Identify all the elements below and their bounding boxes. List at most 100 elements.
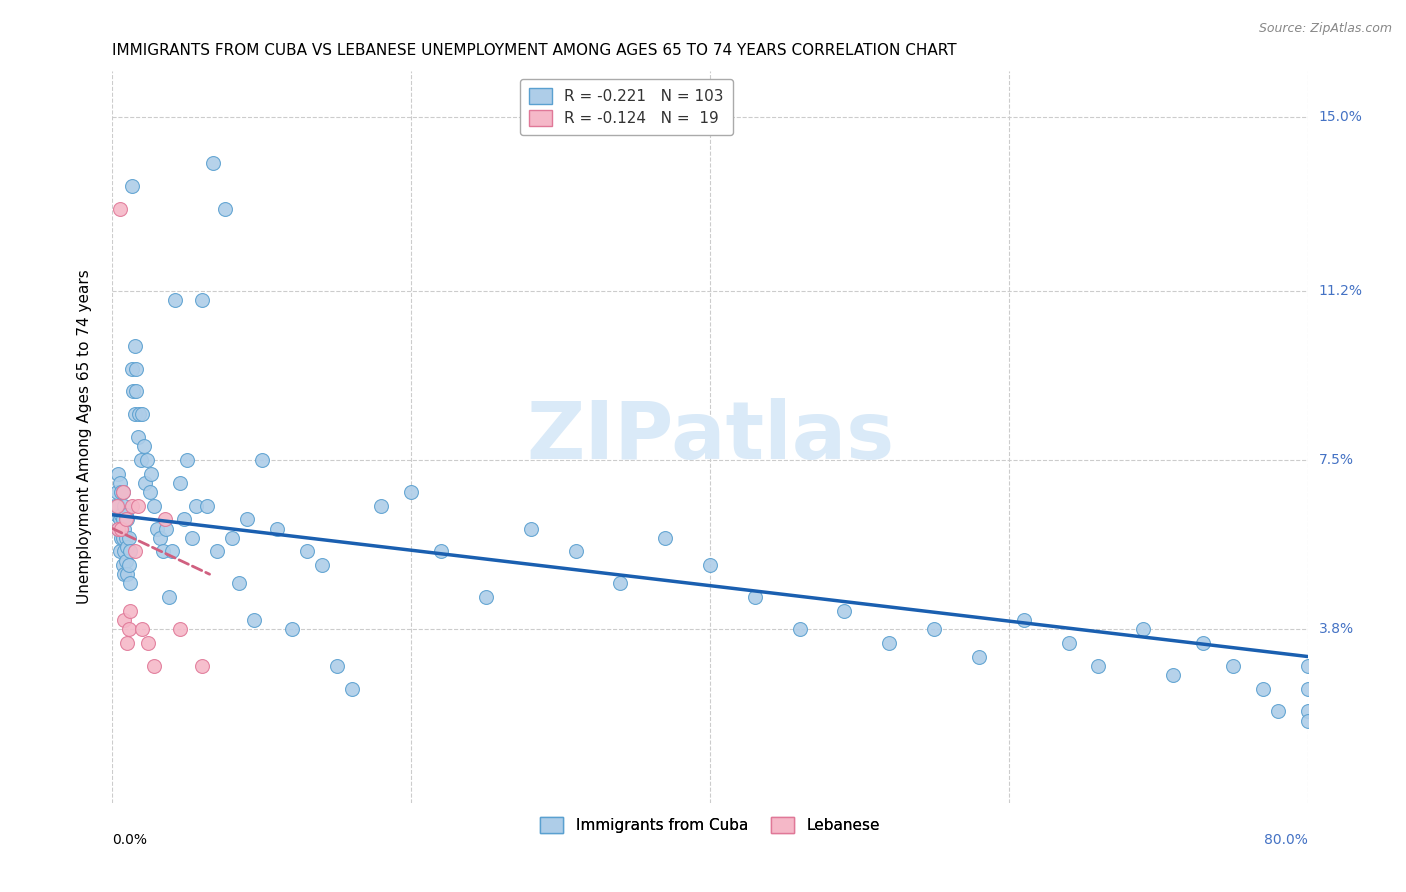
Text: Source: ZipAtlas.com: Source: ZipAtlas.com (1258, 22, 1392, 36)
Point (115, 508, 138, 522)
Point (108, 475, 131, 490)
Point (789, 622, 811, 636)
Y-axis label: Unemployment Among Ages 65 to 74 years: Unemployment Among Ages 65 to 74 years (77, 269, 91, 605)
Point (214, 202, 236, 216)
Text: ZIPatlas: ZIPatlas (526, 398, 894, 476)
Point (879, 636, 901, 650)
Point (1296, 714, 1319, 728)
Point (401, 485, 423, 500)
Point (138, 636, 160, 650)
Point (744, 590, 766, 604)
Point (281, 622, 304, 636)
Point (134, 475, 156, 490)
Point (153, 512, 176, 526)
Point (191, 293, 214, 307)
Point (1161, 667, 1184, 681)
Point (250, 453, 273, 467)
Point (114, 499, 135, 513)
Point (221, 531, 243, 545)
Point (118, 622, 141, 636)
Point (104, 499, 127, 513)
Point (1296, 681, 1319, 696)
Text: 11.2%: 11.2% (1319, 284, 1362, 298)
Point (205, 544, 228, 558)
Point (162, 544, 183, 558)
Point (105, 508, 128, 522)
Point (120, 604, 142, 618)
Point (115, 531, 138, 545)
Point (157, 590, 180, 604)
Point (115, 512, 138, 526)
Point (1012, 613, 1035, 627)
Point (108, 544, 131, 558)
Point (155, 521, 177, 535)
Point (1057, 636, 1080, 650)
Point (1192, 636, 1215, 650)
Point (195, 499, 218, 513)
Point (165, 293, 187, 307)
Point (564, 544, 586, 558)
Point (141, 467, 163, 481)
Point (191, 658, 214, 673)
Point (108, 512, 131, 526)
Point (152, 544, 174, 558)
Point (340, 681, 363, 696)
Point (124, 338, 146, 352)
Point (124, 407, 146, 421)
Point (699, 558, 721, 573)
Point (118, 558, 141, 573)
Point (143, 658, 166, 673)
Text: 3.8%: 3.8% (1319, 622, 1354, 636)
Point (121, 499, 143, 513)
Point (129, 453, 152, 467)
Point (143, 499, 166, 513)
Point (111, 558, 134, 573)
Point (135, 453, 157, 467)
Text: IMMIGRANTS FROM CUBA VS LEBANESE UNEMPLOYMENT AMONG AGES 65 TO 74 YEARS CORRELAT: IMMIGRANTS FROM CUBA VS LEBANESE UNEMPLO… (112, 43, 957, 58)
Point (120, 576, 142, 591)
Point (228, 576, 250, 591)
Point (370, 499, 392, 513)
Point (325, 658, 347, 673)
Point (1087, 658, 1109, 673)
Point (107, 499, 129, 513)
Point (243, 613, 266, 627)
Point (125, 361, 148, 376)
Legend: Immigrants from Cuba, Lebanese: Immigrants from Cuba, Lebanese (534, 811, 886, 839)
Point (139, 485, 162, 500)
Point (114, 567, 135, 582)
Point (120, 544, 142, 558)
Point (114, 521, 135, 535)
Point (118, 531, 141, 545)
Point (967, 649, 990, 664)
Point (186, 499, 208, 513)
Point (121, 361, 143, 376)
Point (110, 485, 132, 500)
Point (105, 485, 128, 500)
Point (114, 613, 135, 627)
Point (295, 544, 318, 558)
Point (110, 531, 132, 545)
Point (149, 531, 172, 545)
Point (1251, 681, 1274, 696)
Point (117, 512, 139, 526)
Point (1296, 658, 1319, 673)
Point (146, 521, 169, 535)
Point (111, 512, 134, 526)
Point (1296, 705, 1319, 719)
Point (236, 512, 259, 526)
Point (1267, 705, 1289, 719)
Point (520, 521, 543, 535)
Point (115, 553, 138, 567)
Point (108, 202, 131, 216)
Point (127, 430, 149, 444)
Point (834, 604, 856, 618)
Point (266, 521, 288, 535)
Point (180, 531, 202, 545)
Text: 80.0%: 80.0% (1264, 833, 1308, 847)
Point (128, 407, 150, 421)
Point (127, 499, 149, 513)
Point (122, 384, 145, 399)
Point (117, 540, 139, 554)
Point (107, 521, 129, 535)
